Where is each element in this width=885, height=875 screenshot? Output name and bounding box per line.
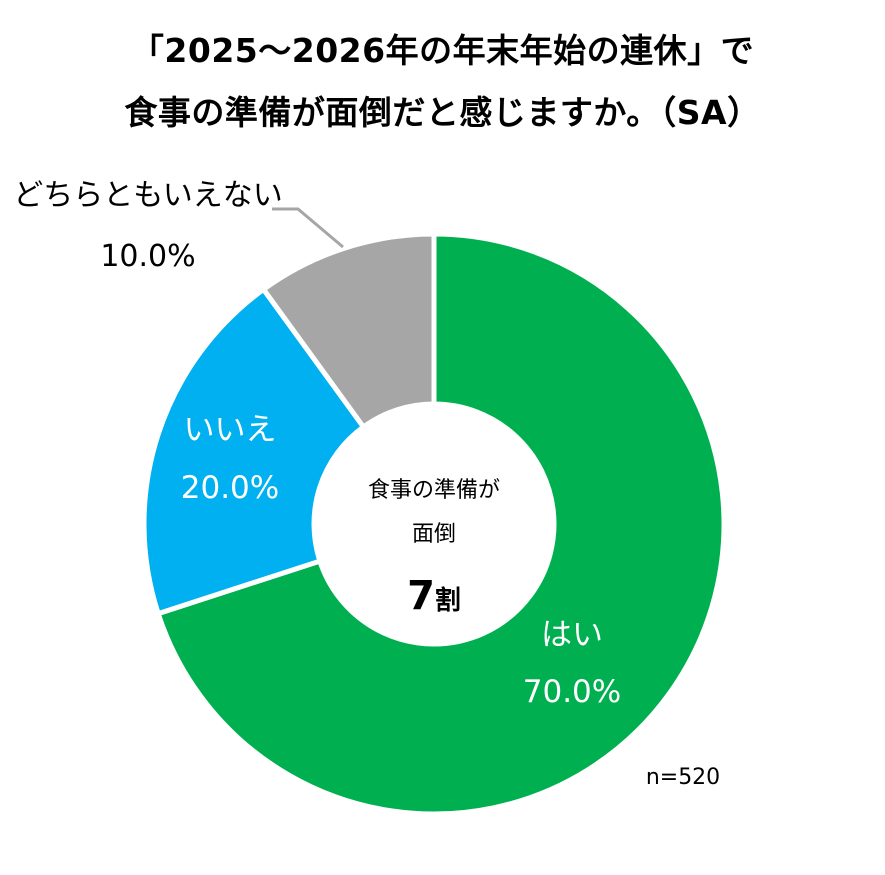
slice-value-yes: 70.0% bbox=[523, 674, 621, 710]
slice-label-yes: はい bbox=[541, 617, 603, 653]
slice-label-neither: どちらともいえない bbox=[13, 178, 282, 213]
center-big-unit: 割 bbox=[435, 585, 461, 616]
donut-slice-no bbox=[141, 285, 367, 617]
donut-slice-neither bbox=[260, 231, 437, 431]
center-text-line-2: 面倒 bbox=[412, 522, 456, 547]
center-big-value: 7割 bbox=[407, 573, 461, 619]
chart-title-line-2: 食事の準備が面倒だと感じますか。（SA） bbox=[124, 93, 761, 132]
slice-value-no: 20.0% bbox=[181, 470, 279, 506]
center-text-line-1: 食事の準備が bbox=[368, 478, 500, 503]
slice-value-neither: 10.0% bbox=[100, 239, 195, 274]
chart-title-line-1: 「2025～2026年の年末年始の連休」で bbox=[130, 31, 755, 70]
center-big-number: 7 bbox=[407, 573, 435, 619]
sample-size-label: n=520 bbox=[646, 765, 720, 790]
leader-line-neither bbox=[272, 207, 344, 249]
donut-slice-yes bbox=[155, 231, 727, 817]
donut-slices bbox=[141, 231, 727, 817]
slice-label-no: いいえ bbox=[184, 412, 277, 448]
